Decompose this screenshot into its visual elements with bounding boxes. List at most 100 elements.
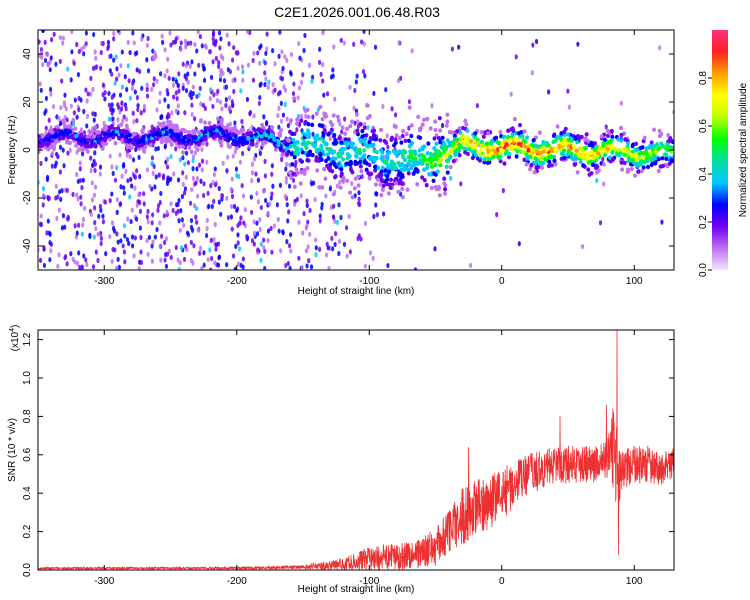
spectrogram-dot (90, 162, 95, 168)
spectrogram-ridge-dot (407, 105, 412, 110)
spectrogram-dot (305, 263, 309, 269)
spectrogram-ridge-dot (657, 133, 662, 139)
spectrogram-ridge-dot (338, 185, 343, 190)
spectrogram-ridge-dot (49, 142, 54, 147)
spectrogram-ridge-dot (317, 185, 322, 190)
spectrogram-ridge-dot (268, 138, 273, 143)
spectrogram-dot (288, 265, 292, 270)
spectrogram-ridge-dot (365, 115, 370, 121)
spectrogram-ridge-dot (581, 163, 586, 168)
spectrogram-dot (361, 69, 366, 75)
spectrogram-dot (531, 42, 535, 48)
spectrogram-dot (255, 190, 259, 197)
spectrogram-dot (47, 230, 51, 236)
snr-y-label: SNR (10 * v/v) (7, 418, 18, 482)
spectrogram-ridge-dot (203, 136, 208, 142)
spectrogram-dot (65, 117, 69, 123)
spectrogram-ridge-dot (320, 117, 325, 122)
spectrogram-dot (41, 61, 45, 68)
spectrogram-ridge-dot (500, 142, 505, 148)
spectrogram-ridge-dot (601, 162, 606, 167)
spectrogram-ridge-dot (611, 157, 616, 162)
spectrogram-dot (299, 193, 303, 199)
spectrogram-dot (189, 40, 193, 46)
spectrogram-dot (242, 220, 246, 226)
spectrogram-ridge-dot (398, 163, 403, 168)
spectrogram-dot (80, 185, 84, 191)
spectrogram-dot (98, 164, 103, 170)
spectrogram-dot (263, 70, 267, 76)
spectrogram-ridge-dot (308, 149, 313, 154)
spectrogram-dot (332, 203, 336, 209)
spectrogram-dot (230, 57, 235, 63)
spectrogram-ridge-dot (212, 124, 217, 129)
spectrogram-dot (46, 218, 50, 224)
spectrogram-ridge-dot (141, 135, 146, 140)
spectrogram-ridge-dot (233, 134, 238, 139)
spectrogram-dot (258, 226, 262, 233)
spectrogram-dot (320, 205, 324, 211)
spectrogram-ridge-dot (506, 134, 511, 140)
spectrogram-dot (598, 220, 603, 226)
spectrogram-dot (324, 193, 328, 199)
spectrogram-ridge-dot (473, 153, 478, 158)
spectrogram-ridge-dot (498, 129, 503, 135)
spectrogram-dot (162, 213, 166, 219)
spectrogram-dot (366, 124, 370, 131)
spectrogram-ridge-dot (396, 189, 401, 194)
spectrogram-dot (222, 78, 227, 84)
spectrogram-x-tick-label: -100 (359, 276, 379, 287)
spectrogram-dot (166, 156, 170, 162)
spectrogram-dot (347, 213, 351, 220)
spectrogram-ridge-dot (362, 148, 367, 153)
spectrogram-ridge-dot (512, 116, 517, 122)
spectrogram-dot (241, 256, 245, 262)
spectrogram-dot (150, 243, 154, 249)
spectrogram-dot (289, 71, 293, 77)
spectrogram-ridge-dot (409, 141, 414, 147)
spectrogram-dot (182, 222, 186, 229)
spectrogram-ridge-dot (114, 129, 119, 134)
spectrogram-dot (196, 227, 201, 233)
spectrogram-ridge-dot (46, 132, 51, 137)
spectrogram-dot (189, 90, 193, 96)
spectrogram-dot (314, 252, 318, 258)
spectrogram-dot (374, 202, 378, 208)
spectrogram-dot (353, 120, 357, 126)
spectrogram-ridge-dot (100, 146, 105, 151)
spectrogram-ridge-dot (276, 142, 281, 148)
spectrogram-dot (184, 63, 188, 69)
spectrogram-ridge-dot (514, 154, 519, 159)
spectrogram-dot (117, 72, 121, 78)
snr-x-label: Height of straight line (km) (298, 584, 415, 595)
spectrogram-dot (128, 154, 132, 160)
spectrogram-ridge-dot (50, 134, 55, 139)
snr-series-path (38, 329, 674, 570)
spectrogram-ridge-dot (664, 156, 669, 161)
spectrogram-ridge-dot (510, 144, 515, 149)
spectrogram-dot (75, 230, 79, 236)
spectrogram-ridge-dot (372, 148, 377, 154)
spectrogram-ridge-dot (358, 164, 363, 169)
spectrogram-ridge-dot (168, 128, 173, 133)
spectrogram-dot (122, 114, 126, 120)
spectrogram-dot (152, 76, 156, 82)
spectrogram-dot (279, 75, 283, 81)
spectrogram-dot (69, 103, 73, 109)
spectrogram-dot (139, 110, 143, 116)
spectrogram-dot (190, 187, 194, 193)
spectrogram-dot (115, 231, 119, 237)
spectrogram-dot (115, 66, 119, 72)
spectrogram-ridge-dot (189, 149, 194, 155)
snr-y-tick-label: 0.0 (22, 563, 33, 577)
spectrogram-dot (115, 76, 119, 82)
spectrogram-ridge-dot (486, 131, 491, 136)
spectrogram-ridge-dot (332, 161, 337, 166)
spectrogram-dot (53, 163, 57, 169)
spectrogram-dot (202, 181, 206, 187)
spectrogram-dot (337, 202, 341, 208)
spectrogram-dot (339, 214, 343, 221)
spectrogram-ridge-dot (575, 148, 580, 153)
spectrogram-dot (211, 59, 215, 65)
